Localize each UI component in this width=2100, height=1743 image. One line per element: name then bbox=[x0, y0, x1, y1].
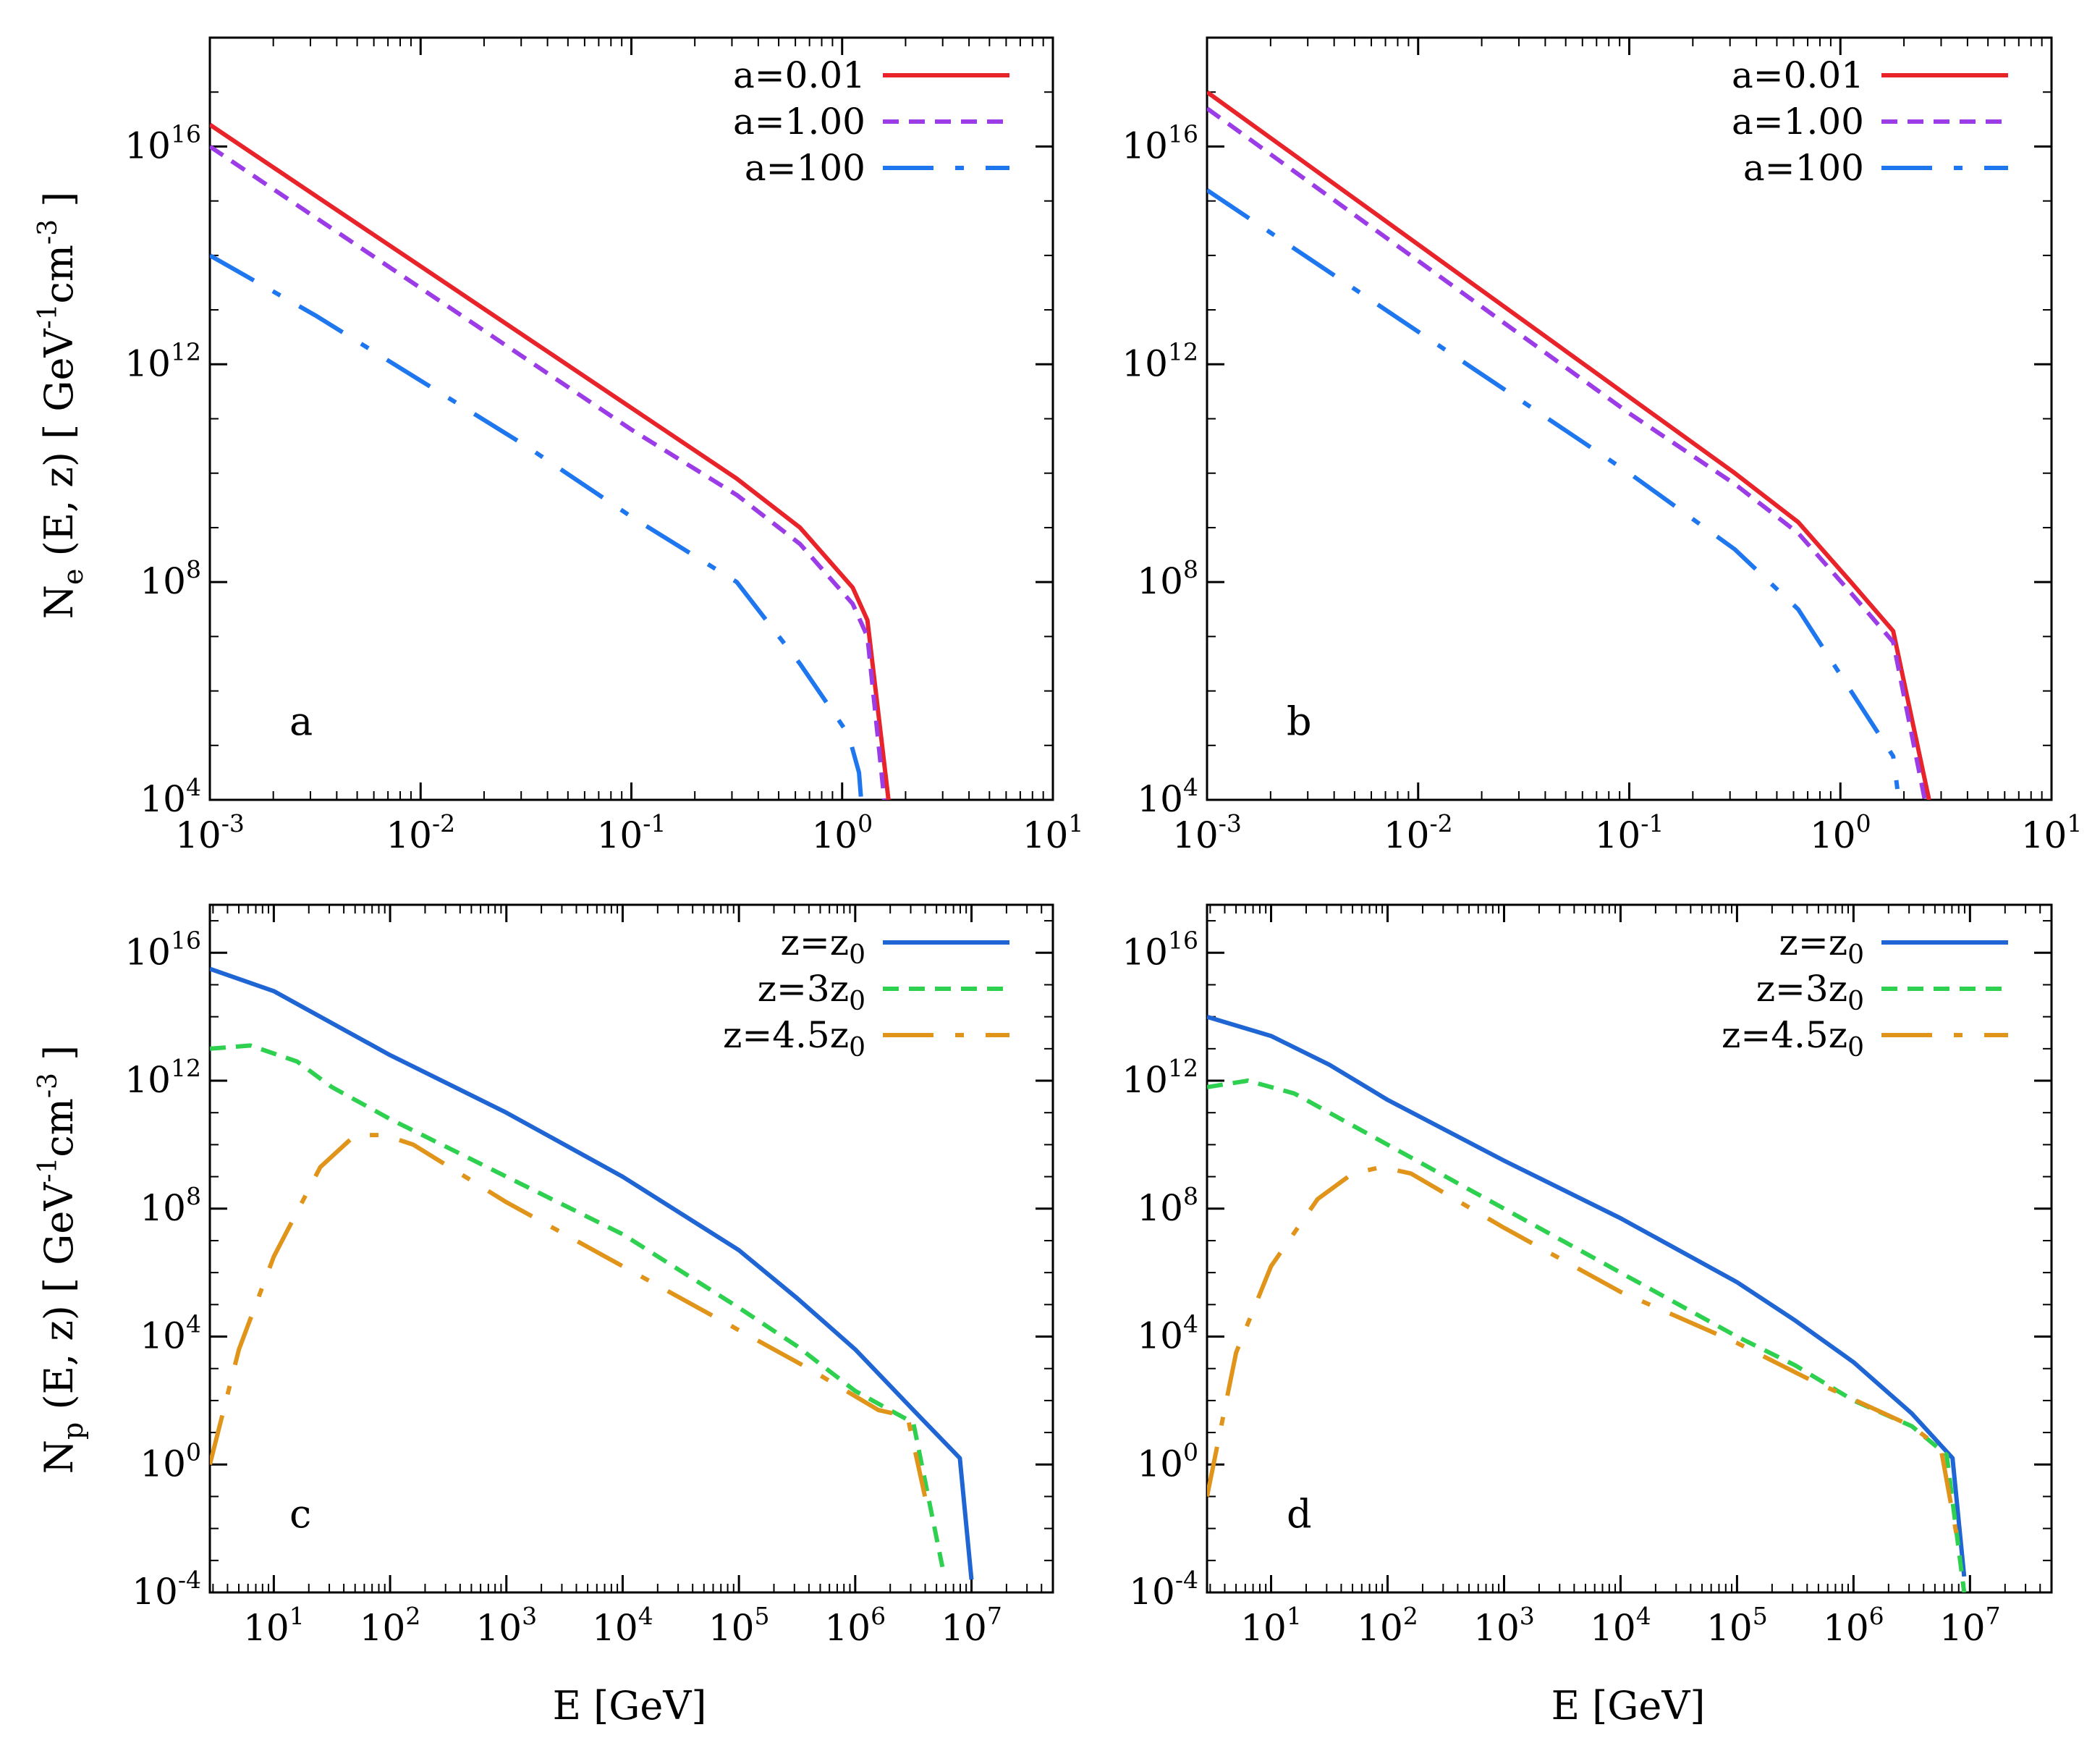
x-tick-label: 103 bbox=[1473, 1602, 1535, 1649]
series-line-2 bbox=[210, 1043, 945, 1568]
y-tick-label: 104 bbox=[1137, 1310, 1198, 1357]
x-tick-label: 104 bbox=[592, 1602, 653, 1649]
legend-label-1: z=z0 bbox=[781, 921, 866, 970]
legend-label-3: a=100 bbox=[745, 147, 865, 189]
chart-panel-a: 10-3 10-2 10-1 100 101 104 108 1012 1016 a=0.01 a=… bbox=[124, 36, 1084, 856]
legend-label-3: z=4.5z0 bbox=[723, 1014, 865, 1063]
x-tick-label: 102 bbox=[360, 1602, 421, 1649]
x-tick-label: 107 bbox=[941, 1602, 1002, 1649]
panel-label: c bbox=[289, 1491, 311, 1537]
series-line-2 bbox=[210, 144, 886, 800]
x-axis-title-left: E [GeV] bbox=[553, 1683, 707, 1729]
x-tick-label: 106 bbox=[1823, 1602, 1884, 1649]
panel-label: b bbox=[1287, 699, 1312, 744]
series-line-3 bbox=[1207, 188, 1900, 790]
plot-frame bbox=[208, 903, 1054, 1594]
legend-label-2: z=3z0 bbox=[1756, 968, 1864, 1016]
y-tick-label: 10-4 bbox=[1129, 1566, 1198, 1613]
y-tick-label: 1012 bbox=[124, 337, 201, 384]
legend-label-2: z=3z0 bbox=[758, 968, 865, 1016]
y-tick-label: 1016 bbox=[124, 119, 201, 166]
x-tick-label: 105 bbox=[708, 1602, 770, 1649]
x-axis-title-right: E [GeV] bbox=[1551, 1683, 1706, 1729]
y-tick-label: 104 bbox=[140, 773, 201, 820]
x-tick-label: 103 bbox=[475, 1602, 537, 1649]
series-line-2 bbox=[1207, 1079, 1967, 1592]
series-line-1 bbox=[1207, 1014, 1967, 1577]
x-tick-label: 10-2 bbox=[386, 809, 455, 856]
series-line-2 bbox=[1207, 106, 1927, 800]
y-axis-title-electrons: Ne (E, z) [ GeV-1cm-3 ] bbox=[33, 192, 89, 620]
svg-text:Ne (E, z) [ GeV-1cm-3 ]: Ne (E, z) [ GeV-1cm-3 ] bbox=[33, 192, 89, 620]
legend-label-1: a=0.01 bbox=[1732, 54, 1864, 96]
panels-group: 10-3 10-2 10-1 100 101 104 108 1012 1016 a=0.01 a=… bbox=[124, 36, 2083, 1649]
y-tick-label: 10-4 bbox=[132, 1566, 201, 1613]
y-tick-label: 104 bbox=[140, 1310, 201, 1357]
chart-panel-c: 101 102 103 104 105 106 107 10-4 100 104 108 1012 10… bbox=[124, 903, 1054, 1649]
series-line-3 bbox=[1207, 1165, 1961, 1545]
x-tick-label: 101 bbox=[2021, 809, 2083, 856]
panel-label: a bbox=[289, 699, 313, 744]
legend-label-3: a=100 bbox=[1743, 147, 1864, 189]
y-tick-label: 1012 bbox=[124, 1054, 201, 1101]
x-tick-label: 107 bbox=[1939, 1602, 2001, 1649]
panel-label: d bbox=[1287, 1491, 1312, 1537]
legend-label-1: z=z0 bbox=[1779, 921, 1865, 970]
y-tick-label: 1012 bbox=[1122, 337, 1198, 384]
y-tick-label: 108 bbox=[140, 1182, 201, 1229]
x-tick-label: 100 bbox=[1810, 809, 1871, 856]
x-tick-label: 10-3 bbox=[175, 809, 245, 856]
x-tick-label: 101 bbox=[243, 1602, 305, 1649]
x-tick-label: 10-3 bbox=[1172, 809, 1242, 856]
x-tick-label: 105 bbox=[1706, 1602, 1768, 1649]
x-tick-label: 102 bbox=[1357, 1602, 1418, 1649]
y-axis-title-protons: Np (E, z) [ GeV-1cm-3 ] bbox=[33, 1045, 89, 1474]
svg-text:Np (E, z) [ GeV-1cm-3 ]: Np (E, z) [ GeV-1cm-3 ] bbox=[33, 1045, 89, 1474]
legend-label-3: z=4.5z0 bbox=[1722, 1014, 1864, 1063]
chart-panel-d: 101 102 103 104 105 106 107 10-4 100 104 108 1012 10… bbox=[1122, 903, 2053, 1649]
y-tick-label: 1016 bbox=[1122, 926, 1198, 973]
x-tick-label: 101 bbox=[1023, 809, 1084, 856]
series-line-3 bbox=[210, 1133, 928, 1498]
y-tick-label: 1016 bbox=[124, 926, 201, 973]
plot-frame bbox=[1206, 903, 2053, 1594]
x-tick-label: 10-1 bbox=[1595, 809, 1664, 856]
series-line-3 bbox=[210, 253, 863, 800]
plot-frame bbox=[1206, 36, 2053, 801]
plot-frame bbox=[208, 36, 1054, 801]
x-tick-label: 106 bbox=[825, 1602, 886, 1649]
y-tick-label: 108 bbox=[1137, 1182, 1198, 1229]
x-tick-label: 101 bbox=[1240, 1602, 1302, 1649]
y-tick-label: 108 bbox=[1137, 555, 1198, 602]
y-tick-label: 100 bbox=[1137, 1438, 1198, 1485]
y-tick-label: 1012 bbox=[1122, 1054, 1198, 1101]
x-tick-label: 10-2 bbox=[1384, 809, 1453, 856]
y-tick-label: 1016 bbox=[1122, 119, 1198, 166]
legend-label-2: a=1.00 bbox=[733, 101, 865, 143]
series-line-1 bbox=[1207, 90, 1931, 800]
x-tick-label: 10-1 bbox=[597, 809, 666, 856]
series-line-1 bbox=[210, 966, 974, 1580]
legend-label-2: a=1.00 bbox=[1732, 101, 1864, 143]
y-tick-label: 104 bbox=[1137, 773, 1198, 820]
y-tick-label: 100 bbox=[140, 1438, 201, 1485]
legend-label-1: a=0.01 bbox=[733, 54, 865, 96]
series-line-1 bbox=[210, 122, 891, 800]
chart-panel-b: 10-3 10-2 10-1 100 101 104 108 1012 1016 a=0.01 a=… bbox=[1122, 36, 2083, 856]
x-tick-label: 104 bbox=[1590, 1602, 1651, 1649]
y-tick-label: 108 bbox=[140, 555, 201, 602]
x-tick-label: 100 bbox=[811, 809, 873, 856]
